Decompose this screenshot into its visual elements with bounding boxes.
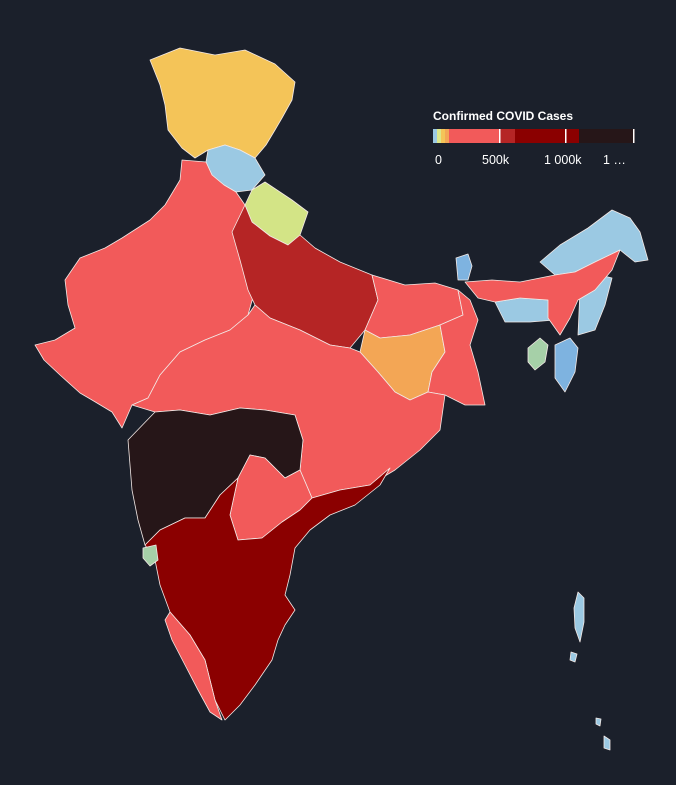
legend-band xyxy=(437,129,441,143)
region-tripura[interactable] xyxy=(527,337,549,371)
legend-color-bar xyxy=(433,129,635,143)
legend-band xyxy=(499,129,515,143)
region-andaman-small[interactable] xyxy=(569,651,578,663)
region-jammu-kashmir[interactable] xyxy=(149,47,296,159)
legend-band xyxy=(441,129,445,143)
legend: Confirmed COVID Cases 0 500k 1 000k 1 … xyxy=(433,109,638,171)
region-west-bengal[interactable] xyxy=(427,289,486,406)
legend-tick-max: 1 … xyxy=(603,153,626,167)
legend-band xyxy=(579,129,635,143)
legend-separator xyxy=(565,129,567,143)
region-goa[interactable] xyxy=(142,544,159,567)
region-nicobar[interactable] xyxy=(603,735,611,751)
legend-tick-1000k: 1 000k xyxy=(544,153,582,167)
legend-band xyxy=(515,129,579,143)
region-assam[interactable] xyxy=(464,249,621,336)
legend-title: Confirmed COVID Cases xyxy=(433,109,574,123)
legend-separator xyxy=(499,129,501,143)
region-sikkim[interactable] xyxy=(455,253,473,281)
legend-ticks: 0 500k 1 000k 1 … xyxy=(433,153,638,171)
region-nicobar-small[interactable] xyxy=(595,717,602,727)
legend-band xyxy=(433,129,437,143)
legend-separator xyxy=(633,129,635,143)
region-kerala[interactable] xyxy=(164,611,223,721)
region-mizoram[interactable] xyxy=(554,337,579,393)
legend-band xyxy=(449,129,499,143)
region-andaman[interactable] xyxy=(573,591,585,643)
region-northeast-south[interactable] xyxy=(494,297,556,323)
legend-tick-500k: 500k xyxy=(482,153,510,167)
legend-tick-0: 0 xyxy=(435,153,442,167)
legend-band xyxy=(445,129,449,143)
